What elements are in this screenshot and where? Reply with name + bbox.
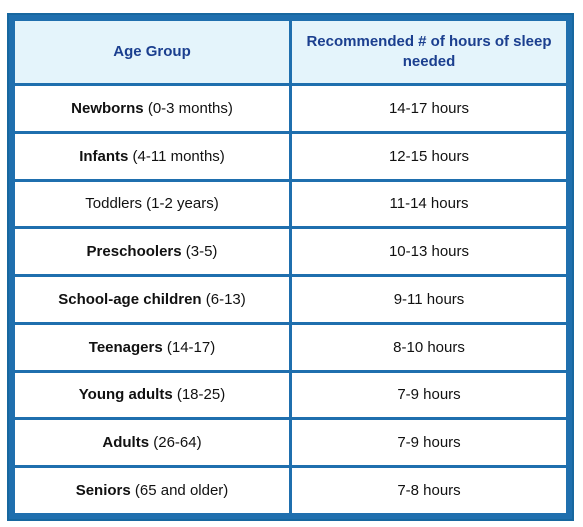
age-group-cell: Preschoolers (3-5) — [15, 229, 289, 275]
age-group-cell: School-age children (6-13) — [15, 277, 289, 322]
table-row: Seniors (65 and older) 7-8 hours — [15, 468, 566, 513]
age-group-range: (65 and older) — [130, 482, 229, 500]
age-group-range: (26-64) — [149, 434, 202, 452]
age-group-name: School-age children — [58, 290, 202, 308]
hours-cell: 14-17 hours — [292, 86, 566, 131]
age-group-range: (0-3 months) — [143, 99, 233, 117]
hours-cell: 7-9 hours — [292, 372, 566, 418]
age-group-name: Toddlers — [85, 195, 142, 213]
age-group-range: (3-5) — [181, 243, 218, 261]
hours-cell: 12-15 hours — [292, 133, 566, 179]
sleep-recommendation-table: Age Group Recommended # of hours of slee… — [12, 18, 569, 516]
table-row: Newborns (0-3 months) 14-17 hours — [15, 86, 566, 131]
age-group-range: (6-13) — [201, 290, 246, 308]
age-group-column-header: Age Group — [15, 21, 289, 83]
age-group-cell: Toddlers (1-2 years) — [15, 181, 289, 227]
age-group-range: (14-17) — [162, 338, 216, 356]
age-group-name: Preschoolers — [86, 243, 182, 261]
age-group-name: Seniors — [75, 482, 131, 500]
hours-cell: 8-10 hours — [292, 324, 566, 370]
age-group-name: Newborns — [71, 99, 144, 117]
table-row: Toddlers (1-2 years) 11-14 hours — [15, 181, 566, 227]
age-group-range: (4-11 months) — [128, 147, 225, 165]
age-group-cell: Seniors (65 and older) — [15, 468, 289, 513]
age-group-name: Infants — [79, 147, 129, 165]
table-row: Preschoolers (3-5) 10-13 hours — [15, 229, 566, 275]
table-row: Infants (4-11 months) 12-15 hours — [15, 133, 566, 179]
age-group-cell: Teenagers (14-17) — [15, 324, 289, 370]
hours-cell: 7-9 hours — [292, 420, 566, 466]
hours-cell: 7-8 hours — [292, 468, 566, 513]
hours-cell: 10-13 hours — [292, 229, 566, 275]
table-row: Young adults (18-25) 7-9 hours — [15, 372, 566, 418]
age-group-name: Young adults — [78, 386, 173, 404]
age-group-range: (18-25) — [172, 386, 226, 404]
age-group-range: (1-2 years) — [142, 195, 219, 213]
age-group-name: Adults — [102, 434, 150, 452]
table-row: School-age children (6-13) 9-11 hours — [15, 277, 566, 322]
table-header-row: Age Group Recommended # of hours of slee… — [15, 21, 566, 83]
age-group-cell: Adults (26-64) — [15, 420, 289, 466]
age-group-name: Teenagers — [88, 338, 163, 356]
hours-cell: 9-11 hours — [292, 277, 566, 322]
hours-cell: 11-14 hours — [292, 181, 566, 227]
age-group-cell: Infants (4-11 months) — [15, 133, 289, 179]
table-row: Teenagers (14-17) 8-10 hours — [15, 324, 566, 370]
hours-column-header: Recommended # of hours of sleep needed — [292, 21, 566, 83]
table-row: Adults (26-64) 7-9 hours — [15, 420, 566, 466]
age-group-cell: Young adults (18-25) — [15, 372, 289, 418]
sleep-recommendation-table-frame: Age Group Recommended # of hours of slee… — [7, 13, 574, 521]
age-group-cell: Newborns (0-3 months) — [15, 86, 289, 131]
